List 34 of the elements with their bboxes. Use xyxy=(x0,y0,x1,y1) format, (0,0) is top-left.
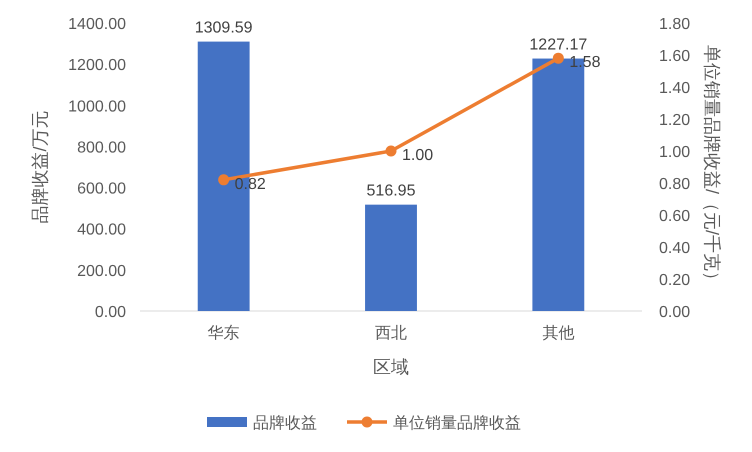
y2-axis-title: 单位销量品牌收益/（元/千克） xyxy=(702,44,722,290)
point xyxy=(386,146,396,156)
x-tick-label: 华东 xyxy=(208,324,240,342)
x-axis-title: 区域 xyxy=(373,357,409,377)
legend-label: 单位销量品牌收益 xyxy=(393,414,521,432)
y2-tick-label: 1.60 xyxy=(659,48,690,65)
data-label: 1.00 xyxy=(402,147,434,164)
y-axis-title: 品牌收益/万元 xyxy=(30,110,50,224)
x-tick-label: 其他 xyxy=(542,324,574,342)
y-tick-label: 0.00 xyxy=(94,304,126,321)
y2-tick-label: 1.20 xyxy=(659,112,690,129)
data-label: 516.95 xyxy=(366,182,416,200)
y2-tick-label: 0.40 xyxy=(659,240,690,257)
data-label: 1227.17 xyxy=(529,36,588,54)
y-tick-label: 400.00 xyxy=(77,222,126,239)
bar xyxy=(365,204,417,311)
legend-label: 品牌收益 xyxy=(253,414,317,432)
y-tick-label: 1400.00 xyxy=(68,16,126,33)
y2-tick-label: 0.20 xyxy=(659,272,690,289)
point xyxy=(218,174,230,186)
data-label: 1309.59 xyxy=(194,20,253,37)
y2-tick-label: 1.40 xyxy=(659,80,690,97)
y2-tick-label: 0.60 xyxy=(659,208,690,225)
y2-tick-label: 0.00 xyxy=(659,304,690,321)
y-tick-label: 1000.00 xyxy=(68,98,126,116)
y2-tick-label: 1.00 xyxy=(659,144,690,161)
y-tick-label: 800.00 xyxy=(77,139,126,156)
y-tick-label: 200.00 xyxy=(77,262,126,280)
x-tick-label: 西北 xyxy=(375,324,407,342)
y2-tick-label: 1.80 xyxy=(659,16,690,33)
point xyxy=(552,52,564,64)
y-tick-label: 1200.00 xyxy=(68,57,126,74)
y-tick-label: 600.00 xyxy=(77,180,126,198)
y2-tick-label: 0.80 xyxy=(659,176,690,193)
